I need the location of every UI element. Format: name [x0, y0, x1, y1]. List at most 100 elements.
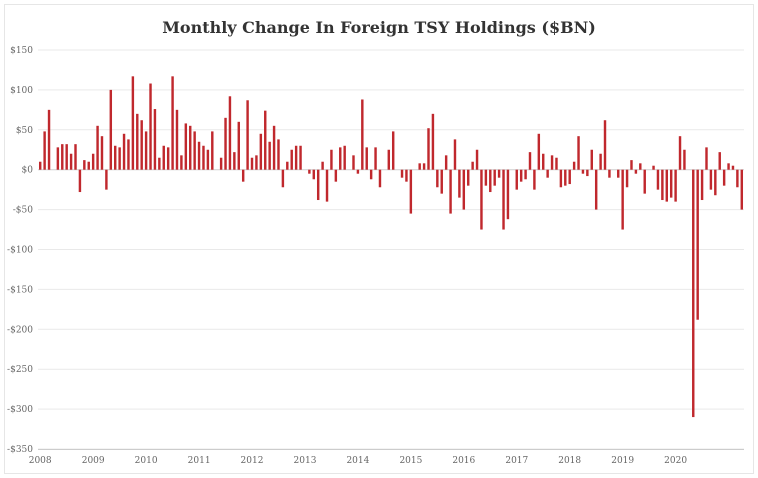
bar: [206, 149, 210, 170]
bar: [131, 76, 135, 170]
bar: [524, 169, 527, 180]
bar: [69, 153, 73, 170]
bar: [264, 110, 267, 170]
bar: [277, 139, 280, 170]
y-tick-label: -$100: [7, 246, 33, 256]
bar: [343, 145, 346, 170]
bar: [180, 155, 183, 170]
bar: [572, 161, 576, 170]
bar: [83, 160, 86, 170]
bar: [537, 133, 541, 170]
bar: [400, 169, 404, 178]
bar: [255, 155, 258, 170]
bar: [656, 169, 660, 190]
bar: [639, 163, 642, 170]
bar: [705, 147, 708, 170]
bar: [669, 169, 673, 198]
bar: [365, 147, 368, 170]
bar: [709, 169, 713, 190]
chart-title: Monthly Change In Foreign TSY Holdings (…: [162, 18, 596, 37]
bar: [436, 169, 439, 188]
bar: [158, 157, 161, 170]
bar: [387, 149, 391, 170]
bar: [162, 145, 165, 170]
bar: [462, 169, 466, 210]
x-tick-label: 2014: [346, 456, 369, 466]
bar: [356, 169, 360, 174]
bar: [171, 76, 174, 170]
bar: [533, 169, 536, 190]
bar: [661, 169, 664, 201]
x-tick-label: 2016: [452, 456, 475, 466]
bar: [43, 131, 46, 170]
bar: [78, 169, 82, 193]
bar: [290, 149, 293, 170]
y-axis-tick-labels: $150 $100 $50 $0 -$50 -$100 -$150 -$200 -$250 -$3…: [7, 46, 33, 455]
bar: [325, 169, 329, 202]
bar: [519, 169, 523, 182]
bar: [643, 169, 646, 194]
bar: [281, 169, 285, 188]
x-tick-label: 2010: [135, 456, 158, 466]
bar: [166, 147, 170, 170]
bar: [202, 145, 205, 170]
bar: [308, 169, 311, 174]
y-tick-label: -$300: [7, 405, 33, 415]
x-tick-label: 2011: [188, 456, 211, 466]
bar: [559, 169, 563, 188]
bars: [38, 76, 744, 418]
bar: [568, 169, 571, 185]
bar: [617, 169, 620, 178]
bar: [96, 125, 99, 170]
bar: [114, 145, 117, 170]
bar: [361, 99, 364, 170]
bar: [391, 131, 395, 170]
bar: [38, 161, 42, 170]
bar: [56, 147, 60, 170]
bar: [590, 149, 593, 170]
y-tick-label: $50: [16, 126, 33, 136]
bar: [211, 131, 214, 170]
x-axis-tick-labels: 2008 2009 2010 2011 2012 2013 2014 2015 2016 2017…: [29, 456, 688, 466]
bar: [634, 169, 638, 174]
bar: [369, 169, 373, 180]
bar: [374, 147, 377, 170]
bar: [233, 152, 236, 170]
bar: [608, 169, 611, 178]
bar: [493, 169, 496, 186]
bar: [246, 100, 249, 170]
bar: [577, 136, 580, 170]
y-tick-label: -$50: [13, 206, 33, 216]
bar: [316, 169, 320, 201]
bar: [74, 144, 77, 170]
x-tick-label: 2017: [505, 456, 528, 466]
x-tick-label: 2018: [558, 456, 581, 466]
bar: [484, 169, 488, 186]
bar: [184, 123, 188, 170]
bar: [91, 153, 95, 170]
bar: [665, 169, 668, 202]
y-tick-label: -$150: [7, 285, 33, 295]
bar: [700, 169, 704, 201]
y-tick-label: -$200: [7, 325, 33, 335]
y-tick-label: -$350: [7, 445, 33, 455]
bar: [87, 161, 90, 170]
bar: [127, 139, 130, 170]
bar: [546, 169, 549, 178]
bar: [714, 169, 717, 196]
bar: [678, 136, 682, 170]
bar: [542, 153, 545, 170]
gridlines: [38, 49, 744, 450]
bar: [727, 163, 730, 170]
bar: [175, 109, 179, 170]
bar: [731, 165, 735, 170]
x-tick-label: 2008: [29, 456, 52, 466]
bar: [299, 145, 302, 170]
bar: [100, 136, 104, 170]
y-tick-label: $0: [22, 166, 34, 176]
bar: [431, 113, 435, 170]
bar: [409, 169, 413, 214]
bar: [696, 169, 699, 320]
y-tick-label: $150: [10, 46, 33, 56]
bar: [603, 120, 607, 170]
